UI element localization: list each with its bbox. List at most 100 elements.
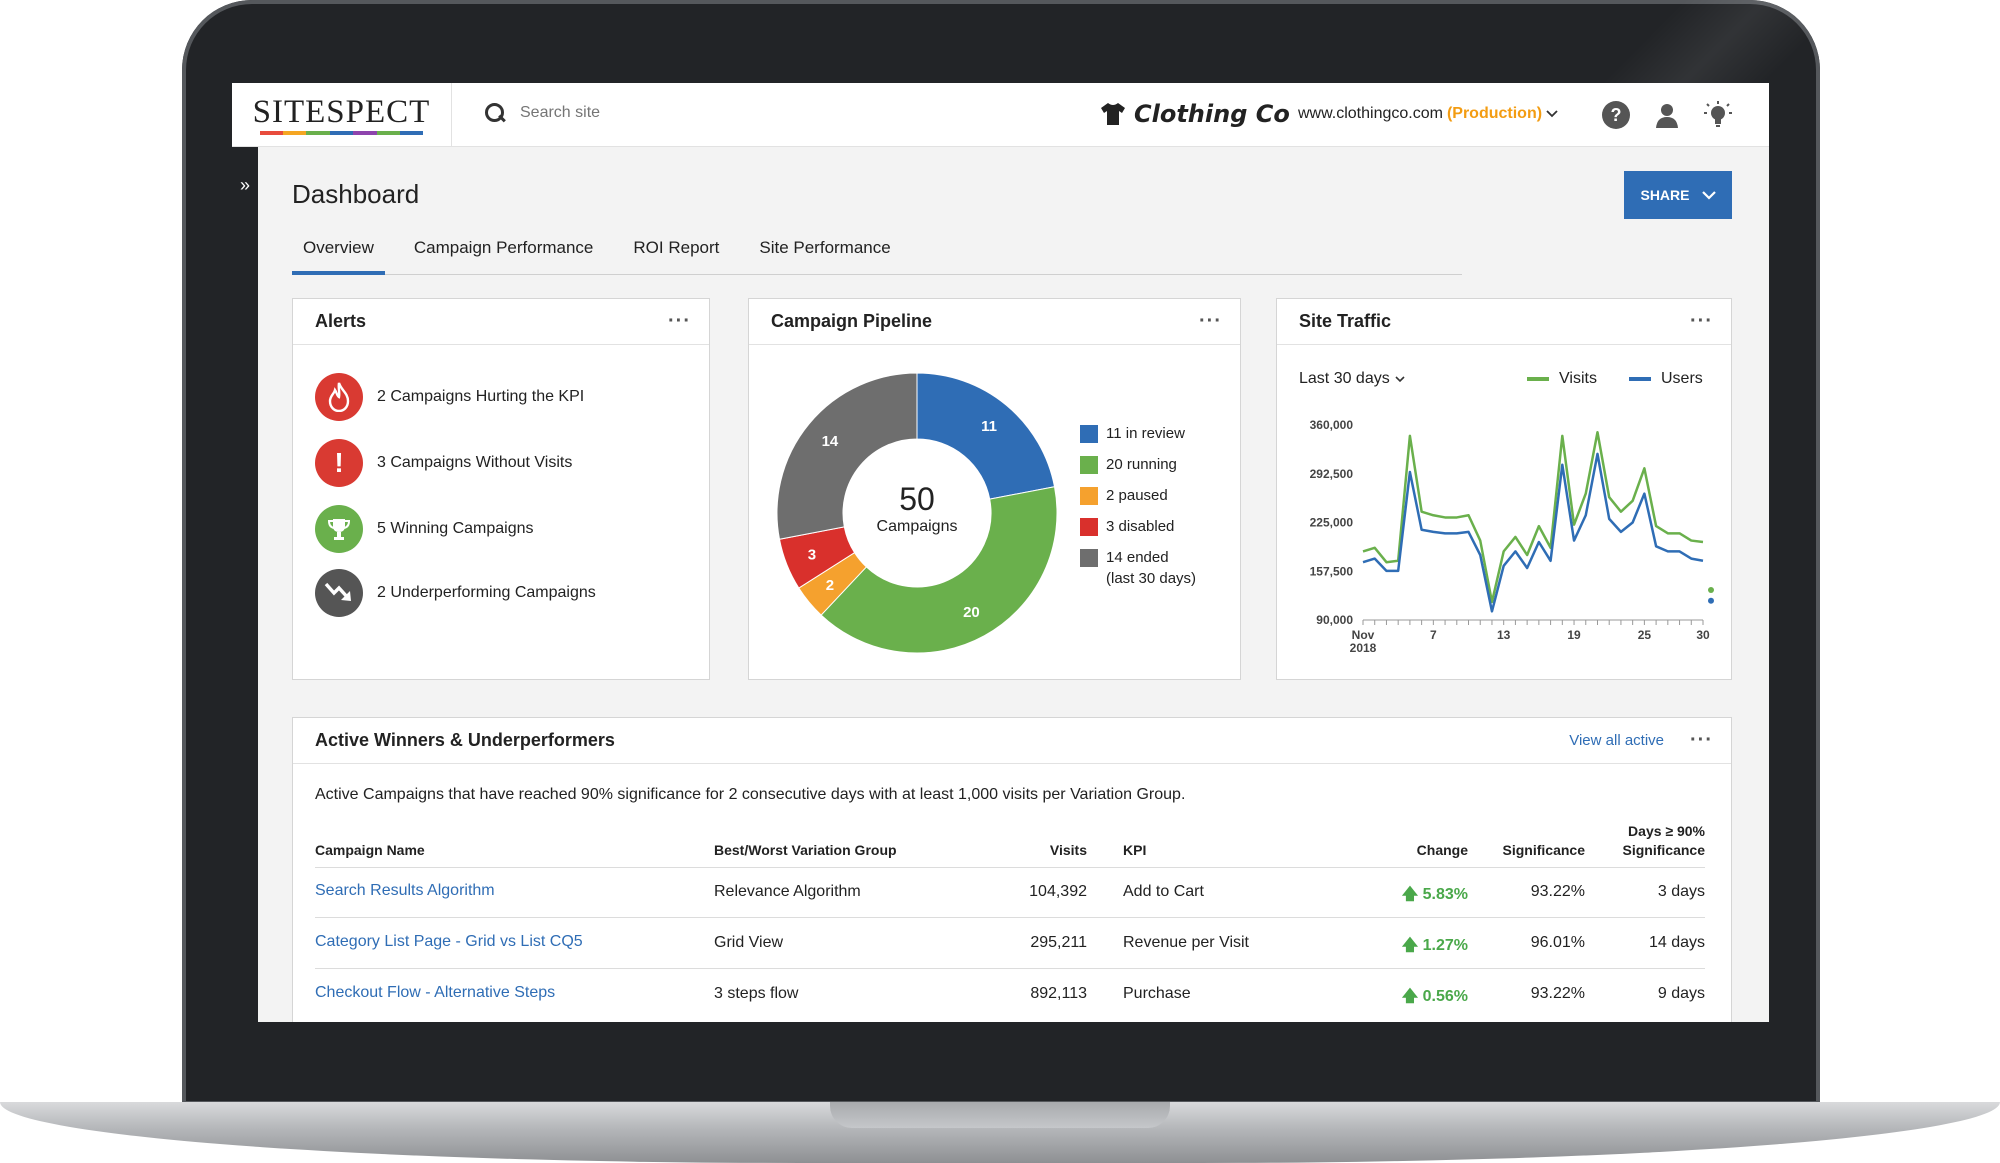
arrow-up-icon: 🡅 <box>1401 886 1423 903</box>
alert-underperforming[interactable]: 2 Underperforming Campaigns <box>315 569 596 617</box>
tab-overview[interactable]: Overview <box>292 233 385 275</box>
exclamation-icon: ! <box>315 439 363 487</box>
app-screen: SITESPECT Clothing Co www.clothingco.com… <box>232 83 1769 1022</box>
column-header-kpi[interactable]: KPI <box>1123 842 1147 858</box>
column-header-visits[interactable]: Visits <box>1049 842 1087 858</box>
legend-label: 20 running <box>1106 456 1177 473</box>
kpi-cell: Add to Cart <box>1123 883 1204 900</box>
pie-slice-ended[interactable] <box>776 372 918 540</box>
top-bar: SITESPECT Clothing Co www.clothingco.com… <box>232 83 1769 147</box>
series-line-users[interactable] <box>1362 452 1704 613</box>
campaign-link[interactable]: Search Results Algorithm <box>315 882 495 899</box>
legend-disabled: 3 disabled <box>1080 518 1174 536</box>
date-range-label: Last 30 days <box>1299 370 1390 387</box>
significance-cell: 96.01% <box>1530 934 1585 951</box>
legend-label: Visits <box>1559 370 1597 387</box>
change-cell: 🡅 5.83% <box>1343 883 1468 910</box>
y-tick-label: 360,000 <box>1310 418 1354 432</box>
legend-swatch <box>1080 425 1098 443</box>
view-all-active-link[interactable]: View all active <box>1569 732 1665 749</box>
site-url: www.clothingco.com <box>1298 105 1443 122</box>
date-range-dropdown[interactable]: Last 30 days <box>1299 370 1405 388</box>
more-options-icon[interactable]: ··· <box>1690 310 1713 332</box>
share-button[interactable]: SHARE <box>1624 171 1732 219</box>
legend-running: 20 running <box>1080 456 1177 474</box>
alerts-card: Alerts ··· 2 Campaigns Hurting the KPI !… <box>292 298 710 680</box>
sidebar-toggle[interactable]: » <box>232 147 258 1022</box>
significance-cell: 93.22% <box>1530 883 1585 900</box>
sitespect-logo[interactable]: SITESPECT <box>232 83 452 147</box>
table-description: Active Campaigns that have reached 90% s… <box>315 786 1186 803</box>
site-traffic-line-chart: 360,000 292,500 225,000 157,500 90,000Nov201… <box>1310 418 1714 655</box>
more-options-icon[interactable]: ··· <box>1199 310 1222 332</box>
x-tick-label: 13 <box>1497 628 1511 642</box>
legend-sublabel: (last 30 days) <box>1106 570 1197 587</box>
column-header-change[interactable]: Change <box>1416 842 1468 858</box>
series-end-marker <box>1708 587 1714 593</box>
pie-slice-value-label: 20 <box>963 604 980 621</box>
question-circle-icon[interactable]: ? <box>1602 101 1630 129</box>
alert-label: 3 Campaigns Without Visits <box>377 454 573 471</box>
alert-hurting-kpi[interactable]: 2 Campaigns Hurting the KPI <box>315 373 584 421</box>
site-environment: (Production) <box>1446 105 1543 122</box>
row-divider <box>315 968 1705 969</box>
lightbulb-icon[interactable] <box>1704 101 1732 129</box>
search-input[interactable] <box>520 104 820 122</box>
card-title: Active Winners & Underperformers <box>315 730 615 750</box>
legend-paused: 2 paused <box>1080 487 1168 505</box>
legend-line <box>1629 377 1651 381</box>
column-header-days-significance[interactable]: Days ≥ 90% Significance <box>1583 822 1705 860</box>
y-tick-label: 292,500 <box>1310 467 1354 481</box>
y-tick-label: 225,000 <box>1310 516 1354 530</box>
column-header-variation-group[interactable]: Best/Worst Variation Group <box>714 842 897 858</box>
card-header: Alerts ··· <box>293 299 709 345</box>
pipeline-donut-chart: 11 20 23 14 <box>776 372 1058 654</box>
legend-swatch <box>1080 456 1098 474</box>
arrow-up-icon: 🡅 <box>1401 988 1423 1005</box>
logo-bar-segment <box>259 130 283 135</box>
x-tick-label: 25 <box>1638 628 1652 642</box>
card-header: Campaign Pipeline ··· <box>749 299 1240 345</box>
more-options-icon[interactable]: ··· <box>1690 729 1713 751</box>
search-bar <box>484 102 820 124</box>
x-tick-label: 2018 <box>1350 641 1377 655</box>
logo-bar-segment <box>400 130 424 135</box>
card-title: Campaign Pipeline <box>771 311 933 331</box>
tab-campaign-performance[interactable]: Campaign Performance <box>413 238 594 257</box>
legend-line <box>1527 377 1549 381</box>
variation-group-cell: Relevance Algorithm <box>714 883 861 900</box>
campaign-link[interactable]: Checkout Flow - Alternative Steps <box>315 984 556 1001</box>
kpi-cell: Revenue per Visit <box>1123 934 1249 951</box>
trophy-icon <box>315 505 363 553</box>
column-header-significance[interactable]: Significance <box>1502 842 1585 858</box>
logo-bar-segment <box>329 130 354 135</box>
shirt-icon <box>1101 103 1125 125</box>
alert-winning[interactable]: 5 Winning Campaigns <box>315 505 534 553</box>
pie-slice-running[interactable] <box>820 486 1058 654</box>
tab-roi-report[interactable]: ROI Report <box>633 238 720 257</box>
column-header-days-line1: Days ≥ 90% <box>1628 823 1705 839</box>
campaign-pipeline-card: Campaign Pipeline ··· 11 20 2 3 14 50 Campai… <box>748 298 1241 680</box>
visits-cell: 892,113 <box>1030 985 1087 1002</box>
tab-site-performance[interactable]: Site Performance <box>759 238 891 257</box>
client-brand: Clothing Co <box>1100 100 1290 128</box>
alert-without-visits[interactable]: ! 3 Campaigns Without Visits <box>315 439 572 487</box>
y-tick-label: 157,500 <box>1310 564 1354 578</box>
pie-slice-in-review[interactable] <box>916 372 1056 500</box>
column-header-days-line2: Significance <box>1622 842 1705 858</box>
legend-users: Users <box>1629 370 1703 388</box>
alert-label: 2 Underperforming Campaigns <box>377 584 596 601</box>
search-icon[interactable] <box>484 102 506 124</box>
series-line-visits[interactable] <box>1362 430 1704 604</box>
column-header-campaign-name[interactable]: Campaign Name <box>315 842 425 858</box>
site-selector[interactable]: www.clothingco.com (Production) <box>1298 105 1558 123</box>
trend-down-icon <box>315 569 363 617</box>
variation-group-cell: Grid View <box>714 934 784 951</box>
campaign-link[interactable]: Category List Page - Grid vs List CQ5 <box>315 933 583 950</box>
user-icon[interactable] <box>1653 101 1681 129</box>
legend-label: 2 paused <box>1106 487 1168 504</box>
legend-label: 14 ended <box>1106 549 1169 566</box>
more-options-icon[interactable]: ··· <box>668 310 691 332</box>
logo-bar-segment <box>306 130 330 135</box>
alert-label: 2 Campaigns Hurting the KPI <box>377 388 585 405</box>
